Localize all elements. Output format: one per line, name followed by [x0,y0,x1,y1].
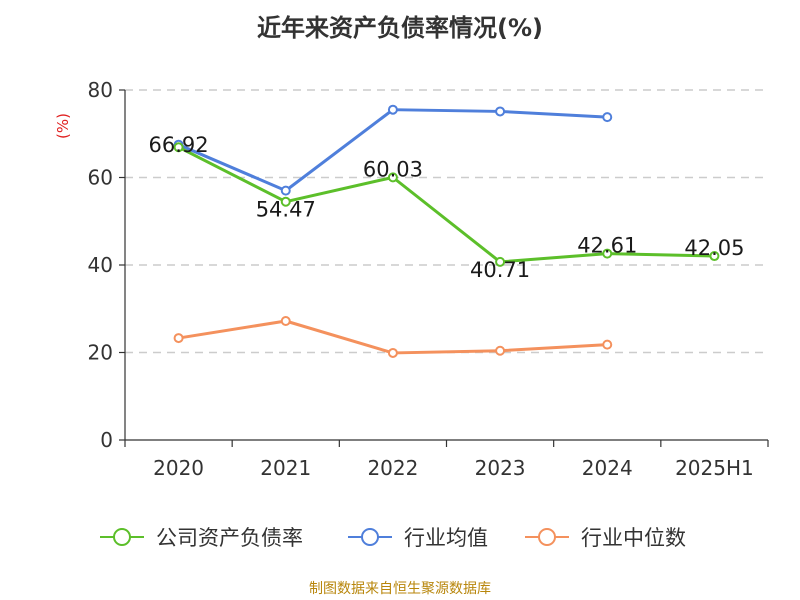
data-point [387,347,398,358]
legend-marker [113,528,131,546]
legend-marker [538,528,556,546]
data-point [280,196,291,207]
data-label: 60.03 [363,157,423,181]
data-point [495,256,506,267]
series-line [177,145,715,264]
series-lines [173,104,720,358]
y-tick-label: 80 [88,78,113,102]
data-point [387,172,398,183]
data-label: 42.05 [684,236,744,260]
y-tick-label: 40 [88,253,113,277]
data-point [602,112,613,123]
x-tick-label: 2021 [260,456,311,480]
y-tick-label: 0 [100,428,113,452]
legend-label: 公司资产负债率 [156,526,303,550]
legend-label: 行业中位数 [581,526,686,550]
y-tick-label: 60 [88,166,113,190]
data-point [387,104,398,115]
x-tick-label: 2024 [582,456,633,480]
x-tick-label: 2023 [475,456,526,480]
legend-label: 行业均值 [404,526,488,550]
data-label: 66.92 [149,133,209,157]
source-note: 制图数据来自恒生聚源数据库 [309,581,491,597]
y-axis-label: (%) [54,113,72,139]
data-point [602,339,613,350]
axes: 0 20 40 60 80 2020 2021 2022 2023 2024 2025H1 [88,78,769,480]
data-point [495,106,506,117]
data-point [495,345,506,356]
chart-title: 近年来资产负债率情况(%) [257,14,543,42]
data-point [280,316,291,326]
data-point [173,142,184,153]
x-tick-label: 2020 [153,456,204,480]
data-label: 42.61 [577,234,637,258]
data-point [709,251,720,262]
legend-marker [361,528,379,546]
x-tick-label: 2025H1 [675,456,754,480]
data-point [602,248,613,259]
y-tick-label: 20 [88,341,113,365]
x-tick-label: 2022 [367,456,418,480]
data-point [280,185,291,196]
data-point [173,333,184,344]
data-label: 54.47 [256,198,316,222]
legend: 公司资产负债率 行业均值 行业中位数 [100,526,686,550]
grid-lines [125,89,768,354]
data-labels: 66.92 54.47 60.03 40.71 42.61 42.05 [149,133,745,282]
data-label: 40.71 [470,258,530,282]
